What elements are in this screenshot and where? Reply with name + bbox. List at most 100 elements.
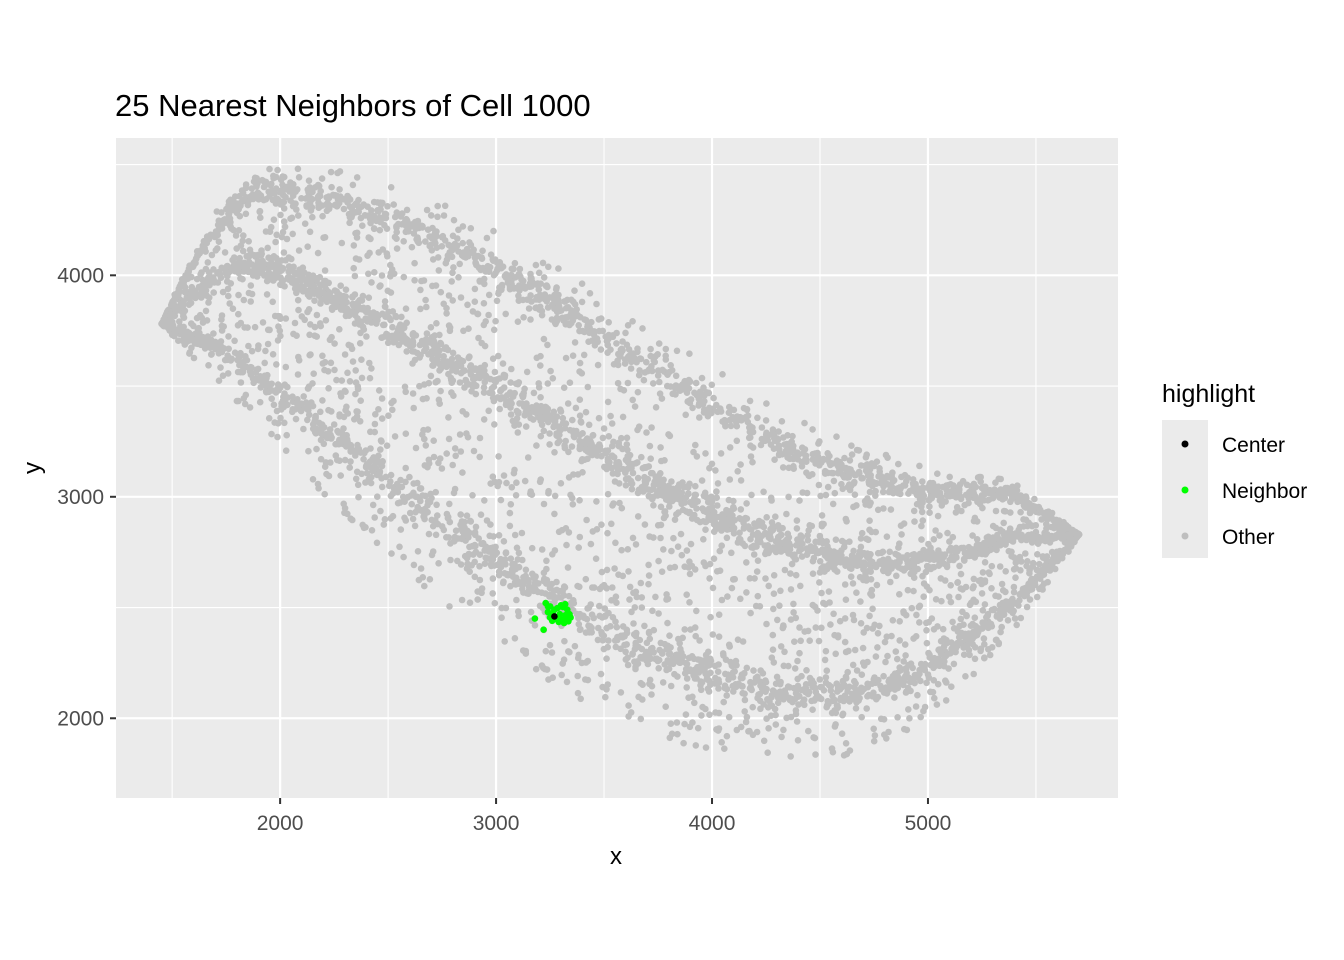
point-other <box>1023 562 1030 570</box>
point-other <box>596 602 603 610</box>
point-other <box>629 469 637 477</box>
point-other <box>459 239 467 247</box>
point-other <box>456 260 464 268</box>
point-other <box>812 460 819 467</box>
point-other <box>1036 506 1044 514</box>
point-other <box>737 477 745 484</box>
point-other <box>992 524 1000 532</box>
point-other <box>327 168 335 176</box>
point-other <box>543 282 550 289</box>
point-other <box>871 732 879 739</box>
point-other <box>638 604 646 611</box>
point-other <box>342 388 349 396</box>
point-other <box>498 614 505 621</box>
point-other <box>553 316 561 324</box>
point-other <box>381 298 389 305</box>
point-other <box>371 428 379 436</box>
point-other <box>428 494 435 502</box>
point-other <box>844 483 852 491</box>
point-other <box>956 562 963 570</box>
point-other <box>861 575 868 582</box>
point-other <box>295 247 303 254</box>
point-other <box>615 458 622 466</box>
point-other <box>571 339 579 346</box>
point-other <box>457 294 465 301</box>
point-other <box>345 312 353 320</box>
point-other <box>215 217 223 224</box>
point-other <box>438 243 446 250</box>
point-other <box>557 480 565 487</box>
point-other <box>426 576 434 583</box>
point-other <box>321 490 329 498</box>
point-other <box>533 281 540 288</box>
point-other <box>728 584 736 592</box>
point-other <box>864 468 871 476</box>
point-other <box>851 646 859 654</box>
point-other <box>422 238 429 245</box>
point-other <box>733 437 741 445</box>
point-other <box>641 622 648 630</box>
point-other <box>790 465 797 473</box>
point-other <box>197 247 204 254</box>
point-other <box>1018 495 1025 502</box>
point-other <box>651 358 658 366</box>
point-other <box>516 400 523 407</box>
point-other <box>298 313 306 320</box>
point-other <box>341 351 349 358</box>
point-other <box>515 612 522 620</box>
point-other <box>461 384 468 391</box>
point-other <box>381 516 389 523</box>
point-other <box>452 452 460 460</box>
point-other <box>823 538 830 545</box>
point-other <box>285 263 293 270</box>
point-other <box>629 396 636 404</box>
point-other <box>350 264 358 272</box>
point-other <box>726 643 733 650</box>
point-other <box>990 540 998 548</box>
point-other <box>1005 488 1012 495</box>
point-other <box>743 589 750 596</box>
point-other <box>873 479 880 487</box>
point-other <box>574 672 581 680</box>
point-other <box>971 614 979 621</box>
point-other <box>605 455 612 463</box>
point-other <box>224 285 232 293</box>
point-other <box>365 270 372 278</box>
point-other <box>301 269 308 277</box>
point-other <box>831 631 838 639</box>
point-other <box>612 539 619 547</box>
point-other <box>340 205 348 213</box>
point-other <box>945 481 952 489</box>
point-other <box>304 243 312 250</box>
point-other <box>202 307 210 315</box>
point-other <box>403 336 411 343</box>
point-other <box>667 682 675 690</box>
point-other <box>179 337 186 345</box>
point-other <box>741 542 749 550</box>
point-other <box>623 441 631 448</box>
point-other <box>264 326 272 334</box>
point-other <box>749 444 757 451</box>
point-other <box>880 505 887 512</box>
point-other <box>688 515 696 522</box>
point-other <box>702 450 709 457</box>
point-other <box>188 261 196 269</box>
point-other <box>629 318 636 325</box>
point-other <box>836 617 844 625</box>
point-other <box>291 278 299 285</box>
point-other <box>469 365 476 373</box>
point-other <box>508 365 515 373</box>
point-other <box>782 449 790 457</box>
point-other <box>443 363 450 371</box>
point-other <box>377 446 384 453</box>
point-other <box>240 232 247 239</box>
point-other <box>882 451 890 459</box>
point-other <box>866 488 874 496</box>
point-other <box>457 448 465 455</box>
point-other <box>547 367 554 375</box>
point-other <box>833 433 840 441</box>
point-other <box>596 612 603 620</box>
point-other <box>347 458 354 465</box>
point-other <box>721 420 729 428</box>
point-other <box>965 499 972 507</box>
